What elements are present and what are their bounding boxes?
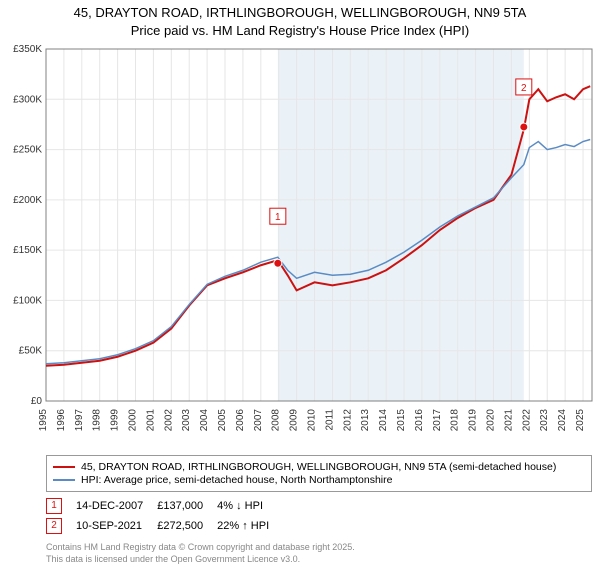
svg-text:2024: 2024 xyxy=(557,409,568,432)
svg-text:1995: 1995 xyxy=(38,409,49,432)
svg-text:1996: 1996 xyxy=(56,409,67,432)
svg-text:£150K: £150K xyxy=(13,245,42,256)
svg-text:2013: 2013 xyxy=(360,409,371,432)
svg-text:2014: 2014 xyxy=(378,409,389,432)
svg-text:2008: 2008 xyxy=(271,409,282,432)
transaction-price-1: £137,000 xyxy=(157,496,217,516)
legend-swatch-hpi xyxy=(53,479,75,481)
svg-text:2000: 2000 xyxy=(128,409,139,432)
svg-text:2023: 2023 xyxy=(539,409,550,432)
svg-text:2002: 2002 xyxy=(163,409,174,432)
transaction-delta-1: 4% ↓ HPI xyxy=(217,496,283,516)
chart-area: £0 £50K £100K £150K £200K £250K £300K £350K 1995… xyxy=(0,41,600,451)
line-chart-svg: £0 £50K £100K £150K £200K £250K £300K £350K 1995… xyxy=(0,41,600,451)
svg-text:2009: 2009 xyxy=(289,409,300,432)
svg-text:2020: 2020 xyxy=(486,409,497,432)
footer-attribution: Contains HM Land Registry data © Crown c… xyxy=(46,542,592,565)
svg-text:2015: 2015 xyxy=(396,409,407,432)
svg-text:£250K: £250K xyxy=(13,145,42,156)
svg-text:2018: 2018 xyxy=(450,409,461,432)
svg-text:£200K: £200K xyxy=(13,195,42,206)
chart-title: 45, DRAYTON ROAD, IRTHLINGBOROUGH, WELLI… xyxy=(0,0,600,41)
title-line2: Price paid vs. HM Land Registry's House … xyxy=(0,22,600,40)
svg-text:2011: 2011 xyxy=(324,409,335,431)
transaction-delta-2: 22% ↑ HPI xyxy=(217,516,283,536)
svg-text:2003: 2003 xyxy=(181,409,192,432)
svg-text:2010: 2010 xyxy=(307,409,318,432)
legend-label-property: 45, DRAYTON ROAD, IRTHLINGBOROUGH, WELLI… xyxy=(81,461,556,473)
svg-text:2001: 2001 xyxy=(145,409,156,432)
title-line1: 45, DRAYTON ROAD, IRTHLINGBOROUGH, WELLI… xyxy=(0,4,600,22)
svg-text:2005: 2005 xyxy=(217,409,228,432)
legend-swatch-property xyxy=(53,466,75,468)
svg-text:£350K: £350K xyxy=(13,44,42,55)
svg-text:2012: 2012 xyxy=(342,409,353,432)
svg-text:£100K: £100K xyxy=(13,296,42,307)
svg-text:£300K: £300K xyxy=(13,94,42,105)
svg-text:2025: 2025 xyxy=(575,409,586,432)
transaction-marker-1: 1 xyxy=(46,498,62,514)
transaction-row: 1 14-DEC-2007 £137,000 4% ↓ HPI xyxy=(46,496,283,516)
svg-text:2022: 2022 xyxy=(521,409,532,432)
svg-text:2006: 2006 xyxy=(235,409,246,432)
svg-text:2004: 2004 xyxy=(199,409,210,432)
transaction-marker-2: 2 xyxy=(46,518,62,534)
transaction-date-1: 14-DEC-2007 xyxy=(76,496,157,516)
svg-text:1998: 1998 xyxy=(92,409,103,432)
legend-item-property: 45, DRAYTON ROAD, IRTHLINGBOROUGH, WELLI… xyxy=(53,461,585,473)
svg-text:£0: £0 xyxy=(31,396,43,407)
svg-text:1999: 1999 xyxy=(110,409,121,432)
transaction-row: 2 10-SEP-2021 £272,500 22% ↑ HPI xyxy=(46,516,283,536)
legend: 45, DRAYTON ROAD, IRTHLINGBOROUGH, WELLI… xyxy=(46,455,592,492)
legend-item-hpi: HPI: Average price, semi-detached house,… xyxy=(53,474,585,486)
transaction-price-2: £272,500 xyxy=(157,516,217,536)
svg-text:1997: 1997 xyxy=(74,409,85,432)
svg-text:1: 1 xyxy=(275,212,281,223)
footer-line1: Contains HM Land Registry data © Crown c… xyxy=(46,542,592,554)
svg-text:2017: 2017 xyxy=(432,409,443,432)
legend-label-hpi: HPI: Average price, semi-detached house,… xyxy=(81,474,392,486)
transaction-date-2: 10-SEP-2021 xyxy=(76,516,157,536)
footer-line2: This data is licensed under the Open Gov… xyxy=(46,554,592,565)
svg-text:2021: 2021 xyxy=(503,409,514,432)
svg-text:£50K: £50K xyxy=(19,346,43,357)
svg-text:2016: 2016 xyxy=(414,409,425,432)
svg-text:2007: 2007 xyxy=(253,409,264,432)
svg-text:2: 2 xyxy=(521,83,527,94)
transactions-table: 1 14-DEC-2007 £137,000 4% ↓ HPI 2 10-SEP… xyxy=(46,496,592,536)
svg-text:2019: 2019 xyxy=(468,409,479,432)
